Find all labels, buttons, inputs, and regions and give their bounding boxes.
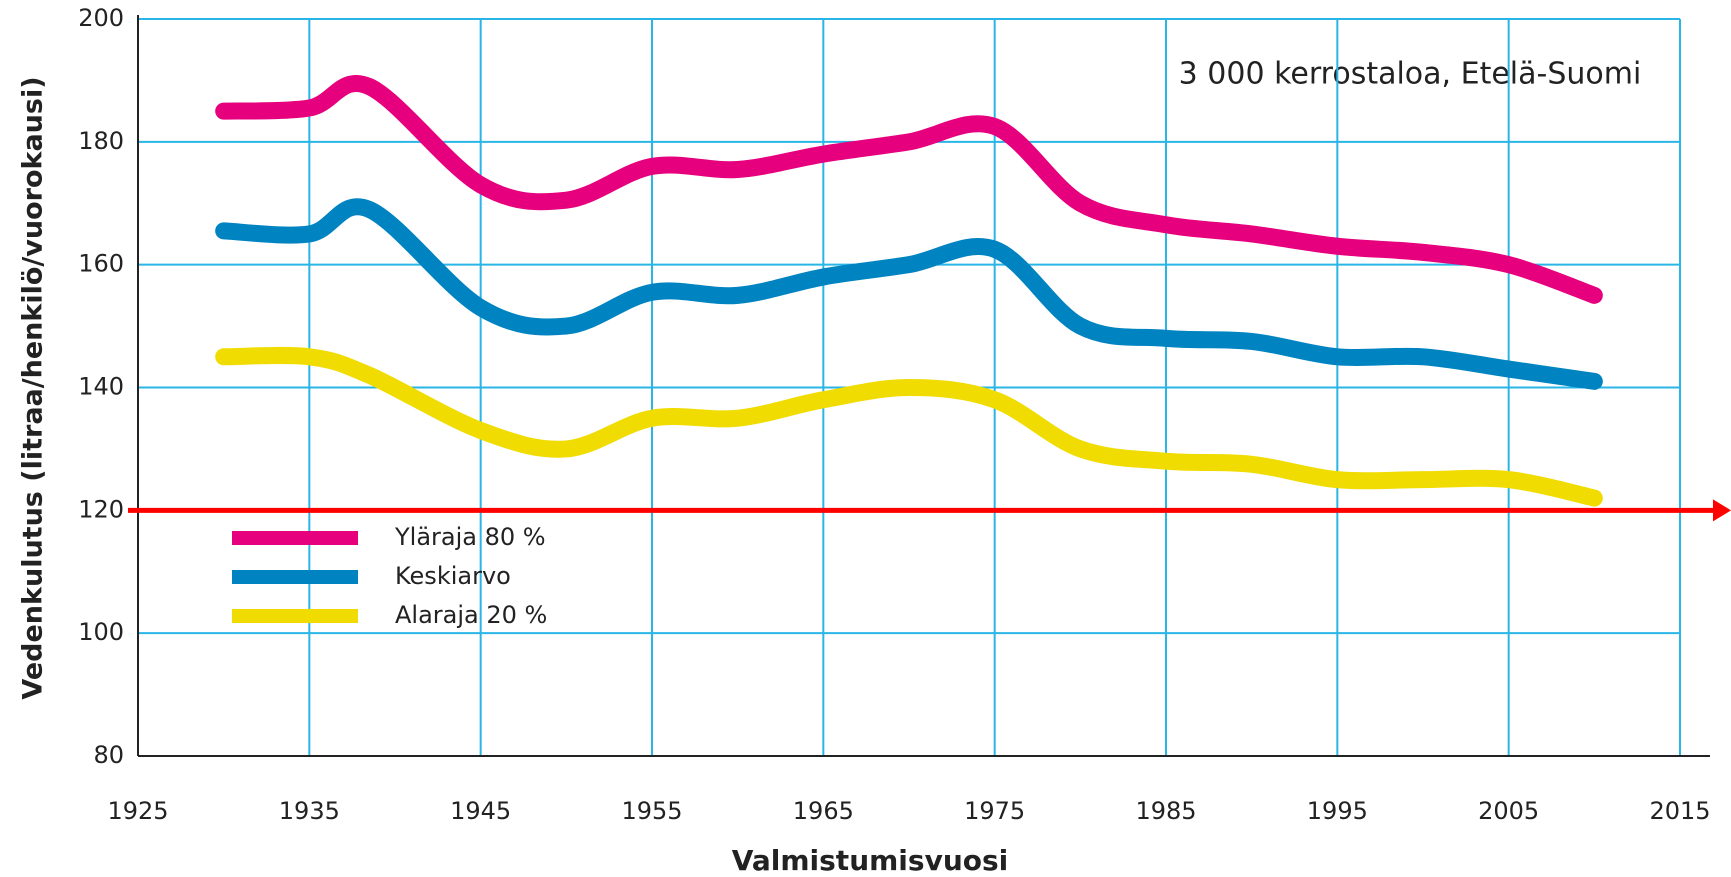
x-axis-label: Valmistumisvuosi <box>732 844 1009 877</box>
y-axis-label: Vedenkulutus (litraa/henkilö/vuorokausi) <box>18 76 49 699</box>
annotation: 3 000 kerrostaloa, Etelä-Suomi <box>1179 57 1642 92</box>
series-line <box>215 198 1603 390</box>
x-tick-label: 1995 <box>1307 797 1368 825</box>
x-tick-label: 1925 <box>107 797 168 825</box>
x-tick-label: 1975 <box>964 797 1025 825</box>
x-tick-label: 2015 <box>1649 797 1710 825</box>
y-tick-label: 160 <box>78 250 124 278</box>
x-tick-label: 1945 <box>450 797 511 825</box>
series-line <box>215 346 1603 507</box>
x-tick-label: 1935 <box>279 797 340 825</box>
reference-arrow <box>1713 499 1731 522</box>
legend-label: Keskiarvo <box>395 562 511 590</box>
y-tick-label: 180 <box>78 127 124 155</box>
series-line <box>215 75 1603 304</box>
legend-label: Yläraja 80 % <box>394 523 546 551</box>
y-tick-label: 80 <box>93 741 124 769</box>
x-tick-label: 1985 <box>1135 797 1196 825</box>
x-tick-label: 1955 <box>621 797 682 825</box>
y-tick-label: 140 <box>78 373 124 401</box>
x-tick-label: 1965 <box>793 797 854 825</box>
y-tick-label: 100 <box>78 618 124 646</box>
legend-label: Alaraja 20 % <box>395 601 547 629</box>
y-tick-label: 200 <box>78 4 124 32</box>
y-tick-label: 120 <box>78 495 124 523</box>
x-tick-label: 2005 <box>1478 797 1539 825</box>
